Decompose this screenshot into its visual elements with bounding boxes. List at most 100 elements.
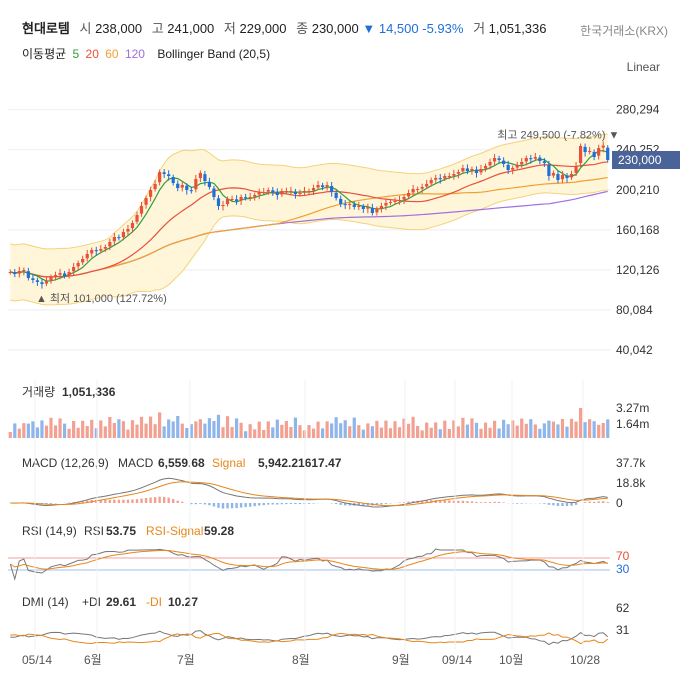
candle-body xyxy=(592,151,596,157)
stock-name: 현대로템 xyxy=(22,21,70,36)
volume-bar xyxy=(352,417,356,438)
macd-tick-label: 37.7k xyxy=(616,456,646,470)
volume-bar xyxy=(411,416,415,438)
candle-body xyxy=(506,164,510,170)
macd-histogram-bar xyxy=(439,500,442,503)
macd-histogram-bar xyxy=(583,502,587,503)
volume-bar xyxy=(153,424,157,438)
volume-bar xyxy=(524,423,528,438)
candle-body xyxy=(352,204,356,207)
volume-bar xyxy=(271,427,275,438)
candle-body xyxy=(452,174,456,176)
volume-bar xyxy=(58,418,62,438)
volume-bar xyxy=(465,424,470,438)
macd-histogram-bar xyxy=(565,503,569,507)
candle-body xyxy=(244,197,248,199)
macd-histogram-bar xyxy=(49,503,53,504)
macd-histogram-bar xyxy=(244,503,247,508)
candle-body xyxy=(474,169,479,173)
volume-bar xyxy=(76,427,80,438)
candle-body xyxy=(13,272,17,274)
volume-bar xyxy=(556,424,560,438)
candle-body xyxy=(171,177,175,183)
price-tick-label: 200,210 xyxy=(616,183,660,197)
candle-body xyxy=(189,190,193,192)
macd-histogram-bar xyxy=(375,503,379,506)
volume-bar xyxy=(334,417,338,438)
volume-bar xyxy=(67,428,71,438)
candle-body xyxy=(397,200,402,201)
dmi-tick-label: 62 xyxy=(616,601,630,615)
macd-histogram-bar xyxy=(294,503,297,505)
macd-histogram-bar xyxy=(425,500,428,503)
ma-60-label[interactable]: 60 xyxy=(105,47,119,61)
bollinger-label[interactable]: Bollinger Band (20,5) xyxy=(157,47,271,61)
volume-bar xyxy=(479,428,483,438)
candle-body xyxy=(606,147,610,160)
candle-body xyxy=(588,151,592,152)
dmi-minus-label: -DI xyxy=(146,595,162,609)
volume-bar xyxy=(330,423,334,438)
candle-body xyxy=(22,270,26,271)
candle-body xyxy=(239,197,243,201)
volume-bar xyxy=(316,421,320,438)
volume-bar xyxy=(158,412,162,438)
price-tick-label: 160,168 xyxy=(616,223,660,237)
candle-body xyxy=(434,178,438,180)
volume-bar xyxy=(320,428,325,438)
candle-body xyxy=(58,273,62,275)
candle-body xyxy=(53,275,58,277)
candle-body xyxy=(35,280,40,282)
macd-histogram-bar xyxy=(452,500,456,503)
macd-histogram-bar xyxy=(221,503,225,509)
ma-20-label[interactable]: 20 xyxy=(85,47,99,61)
scale-mode-toggle[interactable]: Linear xyxy=(626,60,660,74)
volume-bar xyxy=(176,416,180,438)
candle-body xyxy=(569,174,574,178)
volume-bar xyxy=(289,427,293,438)
volume-bar xyxy=(62,423,67,438)
dmi-plus-line xyxy=(10,630,609,646)
candle-body xyxy=(198,173,202,179)
volume-bar xyxy=(293,417,298,438)
volume-bar xyxy=(280,424,284,438)
ma-120-label[interactable]: 120 xyxy=(124,47,145,61)
macd-histogram-bar xyxy=(497,501,501,503)
volume-bar xyxy=(189,424,193,438)
macd-histogram-bar xyxy=(267,503,270,505)
price-tick-label: 40,042 xyxy=(616,343,653,357)
candle-body xyxy=(597,148,601,156)
low-annotation: ▲ 최저 101,000 (127.72%) xyxy=(36,292,167,305)
volume-bar xyxy=(139,416,144,438)
candle-body xyxy=(348,204,352,205)
macd-histogram-bar xyxy=(420,500,424,503)
volume-bar xyxy=(230,427,234,438)
volume-bar xyxy=(207,418,212,438)
ma-5-label[interactable]: 5 xyxy=(72,47,80,61)
volume-bar xyxy=(429,427,433,438)
macd-histogram-bar xyxy=(72,501,75,503)
macd-histogram-bar xyxy=(276,503,279,505)
rsi-signal-label: RSI-Signal xyxy=(146,524,203,538)
volume-bar xyxy=(569,418,574,438)
macd-tick-label: 18.8k xyxy=(616,476,646,490)
macd-histogram-bar xyxy=(285,503,288,505)
candle-body xyxy=(257,192,261,195)
candle-body xyxy=(90,250,94,254)
volume-bar xyxy=(438,429,442,438)
ma-label[interactable]: 이동평균 xyxy=(22,47,67,61)
candle-body xyxy=(130,223,135,229)
candle-body xyxy=(185,185,189,190)
macd-histogram-bar xyxy=(298,503,302,505)
volume-bar xyxy=(203,423,207,438)
x-tick-label: 10/28 xyxy=(570,653,600,667)
candle-body xyxy=(44,281,49,284)
volume-bar xyxy=(253,429,257,438)
volume-bar xyxy=(17,428,21,438)
volume-bar xyxy=(180,423,184,438)
macd-histogram-bar xyxy=(344,503,347,506)
candle-body xyxy=(234,199,239,201)
candle-body xyxy=(135,215,139,222)
candle-body xyxy=(144,198,148,205)
